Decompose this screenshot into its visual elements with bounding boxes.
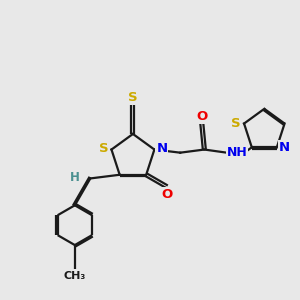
Text: N: N (279, 141, 290, 154)
Text: CH₃: CH₃ (64, 271, 86, 281)
Text: O: O (161, 188, 173, 201)
Text: S: S (231, 117, 241, 130)
Text: S: S (98, 142, 108, 155)
Text: S: S (128, 91, 138, 104)
Text: NH: NH (226, 146, 247, 158)
Text: H: H (70, 171, 80, 184)
Text: O: O (196, 110, 208, 123)
Text: N: N (156, 142, 167, 155)
